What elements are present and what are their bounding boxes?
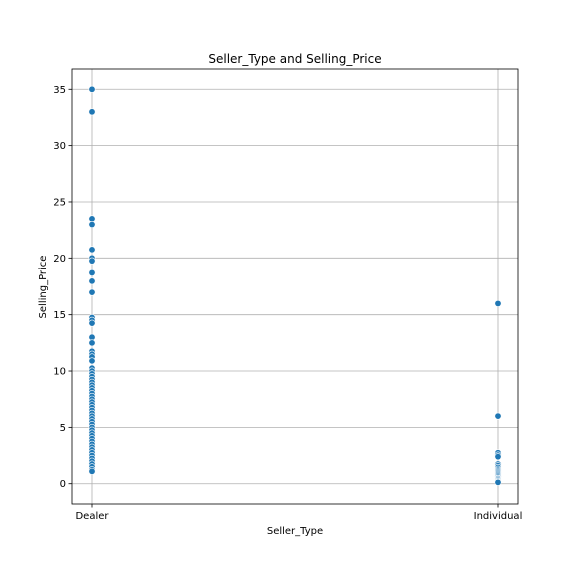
data-point-dealer [88, 246, 96, 254]
data-point-dealer [88, 221, 96, 229]
data-point-dealer [88, 268, 96, 276]
data-point-individual [494, 453, 502, 461]
y-axis-label: Selling_Price [38, 256, 49, 319]
x-tick-label-individual: Individual [474, 511, 523, 522]
y-tick-label: 20 [53, 254, 66, 265]
data-point-dealer [88, 257, 96, 265]
data-point-dealer [88, 357, 96, 365]
x-axis-label: Seller_Type [267, 526, 323, 537]
data-point-dealer [88, 339, 96, 347]
x-tick-label-dealer: Dealer [75, 511, 109, 522]
y-tick-label: 15 [53, 310, 66, 321]
data-point-dealer [88, 85, 96, 93]
data-point-individual [494, 478, 502, 486]
axis-ticks: 0 5 10 15 20 25 30 35 Dealer Individual [53, 85, 522, 522]
data-point-dealer [88, 288, 96, 296]
grid-lines [72, 69, 518, 504]
y-tick-label: 5 [60, 423, 66, 434]
data-point-dealer [88, 319, 96, 327]
y-tick-label: 35 [53, 85, 66, 96]
data-point-dealer [88, 467, 96, 475]
data-point-individual [494, 412, 502, 420]
data-points [88, 85, 502, 486]
chart-title: Seller_Type and Selling_Price [208, 52, 381, 66]
data-point-individual [494, 299, 502, 307]
data-point-dealer [88, 277, 96, 285]
y-tick-label: 30 [53, 141, 66, 152]
data-point-dealer [88, 108, 96, 116]
y-tick-label: 25 [53, 197, 66, 208]
y-tick-label: 0 [60, 479, 66, 490]
plot-area-frame [71, 68, 519, 505]
y-tick-label: 10 [53, 367, 66, 378]
